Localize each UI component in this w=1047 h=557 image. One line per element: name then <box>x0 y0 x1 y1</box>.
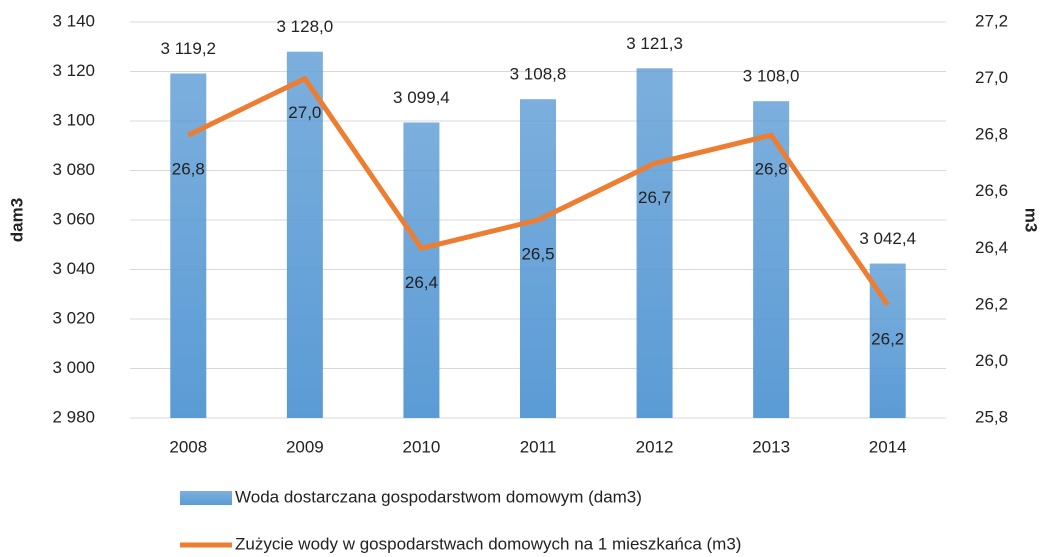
bar-value-label: 3 128,0 <box>276 17 333 36</box>
line-value-label: 26,8 <box>755 160 788 179</box>
x-tick-label: 2009 <box>286 437 324 456</box>
bar-value-label: 3 099,4 <box>393 88 450 107</box>
line-value-label: 26,8 <box>172 160 205 179</box>
line-value-label: 26,2 <box>871 329 904 348</box>
y-tick-label: 3 080 <box>52 160 95 179</box>
bar <box>520 99 556 418</box>
y2-axis-title: m3 <box>1022 208 1041 233</box>
x-tick-label: 2011 <box>520 437 557 456</box>
y2-tick-label: 25,8 <box>975 407 1008 426</box>
y2-tick-label: 26,2 <box>975 294 1008 313</box>
line <box>187 76 890 307</box>
y-tick-label: 3 060 <box>52 209 95 228</box>
line-value-label: 27,0 <box>288 103 321 122</box>
bar-value-label: 3 119,2 <box>161 39 216 58</box>
line-value-label: 26,5 <box>521 244 554 263</box>
legend-swatch <box>180 491 232 505</box>
bar <box>636 68 673 418</box>
bar-value-label: 3 042,4 <box>859 229 916 248</box>
y-tick-label: 3 020 <box>52 308 95 327</box>
y-axis-title: dam3 <box>7 198 26 242</box>
legend-label: Woda dostarczana gospodarstwom domowym (… <box>235 487 642 506</box>
y2-tick-label: 27,2 <box>975 11 1008 30</box>
bar <box>286 51 323 418</box>
y2-tick-label: 26,0 <box>975 351 1008 370</box>
x-tick-label: 2013 <box>752 437 790 456</box>
y-tick-label: 3 120 <box>52 61 95 80</box>
y-tick-label: 3 140 <box>52 11 95 30</box>
y-tick-label: 3 000 <box>52 358 95 377</box>
y-tick-label: 3 040 <box>52 259 95 278</box>
bar <box>403 122 440 419</box>
legend-label: Zużycie wody w gospodarstwach domowych n… <box>235 534 741 553</box>
y-tick-label: 3 100 <box>52 110 95 129</box>
x-tick-label: 2014 <box>869 437 907 456</box>
y2-tick-label: 27,0 <box>975 68 1008 87</box>
x-tick-label: 2010 <box>403 437 441 456</box>
x-tick-label: 2008 <box>169 437 207 456</box>
y2-tick-label: 26,8 <box>975 125 1008 144</box>
bar-value-label: 3 108,0 <box>743 67 800 86</box>
y2-tick-label: 26,6 <box>975 181 1008 200</box>
bar <box>170 73 207 418</box>
y-tick-label: 2 980 <box>52 407 95 426</box>
x-tick-label: 2012 <box>636 437 674 456</box>
line-value-label: 26,4 <box>405 273 438 292</box>
bar <box>753 101 790 418</box>
line-value-label: 26,7 <box>638 188 671 207</box>
bar-value-label: 3 121,3 <box>626 34 683 53</box>
bar-value-label: 3 108,8 <box>510 65 567 84</box>
y2-tick-label: 26,4 <box>975 238 1008 257</box>
